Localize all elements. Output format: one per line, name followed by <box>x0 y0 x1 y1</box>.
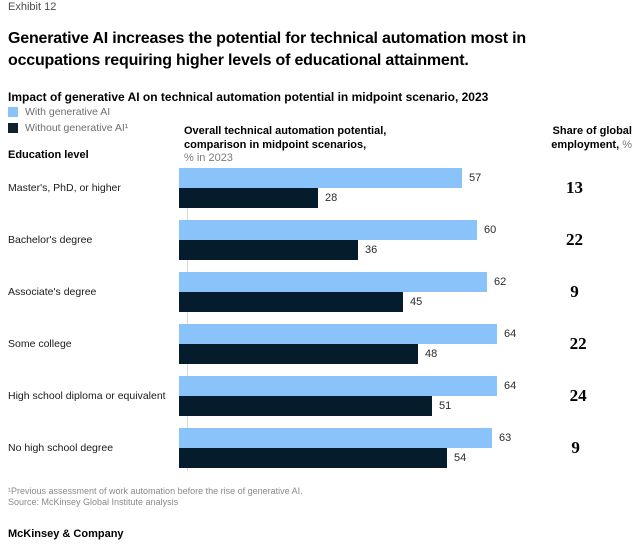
bar-without-genai-value: 36 <box>365 244 378 256</box>
bar-with-genai <box>179 324 497 344</box>
chart-legend: With generative AI Without generative AI… <box>8 106 128 138</box>
row-label: Some college <box>8 338 72 350</box>
bar-with-genai-value: 57 <box>469 172 482 184</box>
footnote-source: Source: McKinsey Global Institute analys… <box>8 497 179 507</box>
bar-without-genai-value: 28 <box>325 192 338 204</box>
bar-with-genai-value: 64 <box>504 380 517 392</box>
legend-item-with-genai: With generative AI <box>8 106 128 118</box>
share-of-employment-value: 13 <box>566 178 583 197</box>
bar-without-genai <box>179 240 358 260</box>
page-title-line1: Generative AI increases the potential fo… <box>8 30 526 47</box>
share-of-employment-value: 9 <box>571 438 580 457</box>
row-label: Bachelor's degree <box>8 234 93 246</box>
bar-without-genai <box>179 292 403 312</box>
share-header-line2: employment, % <box>551 138 632 151</box>
share-header-line1: Share of global <box>552 125 632 137</box>
row-label: No high school degree <box>8 442 114 454</box>
row-label: Associate's degree <box>8 286 97 298</box>
page-title: Generative AI increases the potential fo… <box>8 28 526 72</box>
row-label: Master's, PhD, or higher <box>8 182 121 194</box>
share-of-employment-value: 24 <box>569 386 587 405</box>
chart-header-line1: Overall technical automation potential, <box>184 125 387 137</box>
bar-with-genai <box>179 376 497 396</box>
chart-row: Some college 64 48 22 <box>0 324 640 364</box>
page-title-line2: occupations requiring higher levels of e… <box>8 52 469 69</box>
bar-without-genai <box>179 344 418 364</box>
bar-without-genai-value: 51 <box>439 400 452 412</box>
chart-baseline-axis <box>187 168 188 471</box>
chart-row: Associate's degree 62 45 9 <box>0 272 640 312</box>
legend-item-without-genai: Without generative AI¹ <box>8 122 128 134</box>
chart-header-unit: % in 2023 <box>184 152 233 164</box>
row-label: High school diploma or equivalent <box>8 390 166 402</box>
column-header-automation-potential: Overall technical automation potential, … <box>184 125 494 166</box>
bar-with-genai-value: 64 <box>504 328 517 340</box>
legend-label: Without generative AI¹ <box>25 122 129 134</box>
bar-without-genai-value: 54 <box>454 452 467 464</box>
bar-without-genai <box>179 396 432 416</box>
bar-with-genai <box>179 272 487 292</box>
bar-without-genai <box>179 448 447 468</box>
share-header-unit: % <box>619 138 632 151</box>
share-of-employment-value: 22 <box>566 230 583 249</box>
brand-signature: McKinsey & Company <box>8 528 124 540</box>
chart-subtitle: Impact of generative AI on technical aut… <box>8 90 489 104</box>
bar-without-genai <box>179 188 318 208</box>
bar-with-genai-value: 63 <box>499 432 512 444</box>
legend-swatch-with-genai-icon <box>8 107 18 117</box>
bar-chart: Master's, PhD, or higher 57 28 13 Bachel… <box>0 168 640 471</box>
chart-row: Master's, PhD, or higher 57 28 13 <box>0 168 640 208</box>
legend-swatch-without-genai-icon <box>8 123 18 133</box>
chart-header-line2: comparison in midpoint scenarios, <box>184 138 367 151</box>
footnote-1: ¹Previous assessment of work automation … <box>8 486 303 496</box>
legend-label: With generative AI <box>25 106 111 118</box>
column-header-education-level: Education level <box>8 149 89 161</box>
share-of-employment-value: 9 <box>570 282 579 301</box>
share-of-employment-value: 22 <box>569 334 587 353</box>
bar-with-genai-value: 60 <box>484 224 497 236</box>
bar-with-genai <box>179 428 492 448</box>
column-header-share-of-employment: Share of global employment, % <box>512 125 632 152</box>
chart-row: No high school degree 63 54 9 <box>0 428 640 468</box>
bar-with-genai <box>179 168 462 188</box>
bar-with-genai <box>179 220 477 240</box>
bar-with-genai-value: 62 <box>494 276 507 288</box>
chart-row: Bachelor's degree 60 36 22 <box>0 220 640 260</box>
exhibit-number: Exhibit 12 <box>8 1 57 13</box>
footnotes: ¹Previous assessment of work automation … <box>8 486 303 508</box>
bar-without-genai-value: 45 <box>410 296 423 308</box>
bar-without-genai-value: 48 <box>425 348 438 360</box>
chart-row: High school diploma or equivalent 64 51 … <box>0 376 640 416</box>
